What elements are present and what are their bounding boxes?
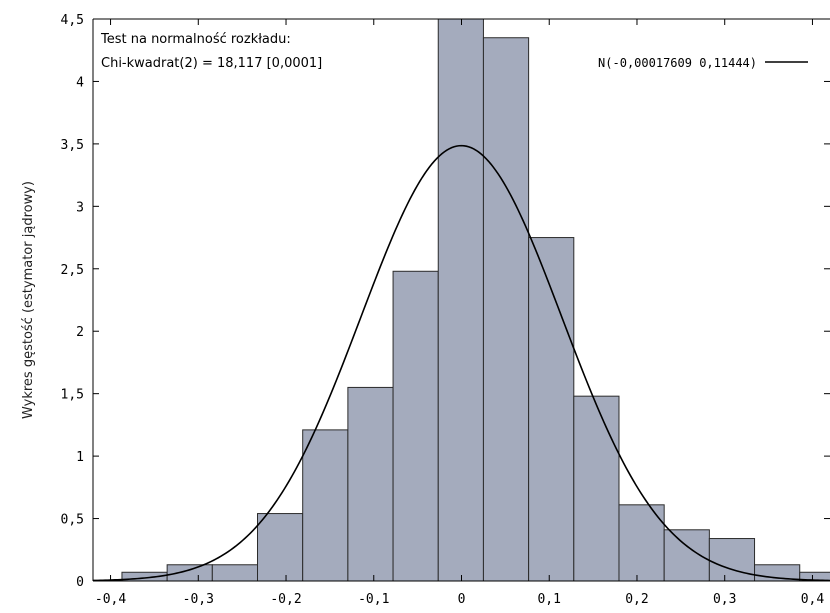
normality-test-title: Test na normalność rozkładu: — [100, 32, 291, 47]
histogram-bar-1 — [166, 564, 213, 582]
y-tick-label: 4,5 — [61, 13, 84, 28]
normal-curve — [92, 144, 830, 582]
x-tick-label: -0,4 — [95, 592, 126, 607]
legend-label: N(-0,00017609 0,11444) — [598, 56, 757, 70]
histogram-bar-6 — [392, 270, 439, 582]
x-tick-label: -0,3 — [183, 592, 214, 607]
y-tick-label: 3 — [76, 200, 84, 215]
histogram-bar-13 — [708, 538, 756, 582]
x-tick-label: -0,1 — [358, 592, 389, 607]
y-tick-label: 3,5 — [61, 138, 84, 153]
normality-test-result: Chi-kwadrat(2) = 18,117 [0,0001] — [101, 56, 322, 71]
y-tick-label: 1,5 — [61, 388, 84, 403]
y-tick-label: 4 — [76, 75, 84, 90]
x-ticks: -0,4 -0,3 -0,2 -0,1 0 0,1 0,2 0,3 0,4 — [95, 19, 824, 607]
y-axis-label: Wykres gęstość (estymator jądrowy) — [21, 181, 36, 419]
histogram-bar-4 — [302, 429, 349, 582]
x-tick-label: 0,3 — [713, 592, 736, 607]
y-tick-label: 2 — [76, 325, 84, 340]
y-tick-label: 0 — [76, 575, 84, 590]
y-ticks: 0 0,5 1 1,5 2 2,5 3 3,5 4 4,5 — [61, 13, 830, 590]
x-tick-label: 0,2 — [625, 592, 648, 607]
histogram-bar-2 — [211, 564, 259, 582]
histogram-bar-8 — [482, 37, 530, 582]
histogram-bars — [121, 18, 830, 582]
y-tick-label: 2,5 — [61, 263, 84, 278]
x-tick-label: 0 — [458, 592, 466, 607]
histogram-bar-3 — [257, 513, 304, 582]
legend: N(-0,00017609 0,11444) — [598, 56, 808, 70]
y-tick-label: 1 — [76, 450, 84, 465]
histogram-bar-7 — [437, 18, 484, 582]
histogram-bar-10 — [573, 395, 620, 582]
histogram-bar-5 — [347, 386, 394, 582]
y-tick-label: 0,5 — [61, 513, 84, 528]
x-tick-label: -0,2 — [270, 592, 301, 607]
x-tick-label: 0,1 — [537, 592, 560, 607]
x-tick-label: 0,4 — [801, 592, 825, 607]
histogram-bar-12 — [663, 529, 710, 582]
